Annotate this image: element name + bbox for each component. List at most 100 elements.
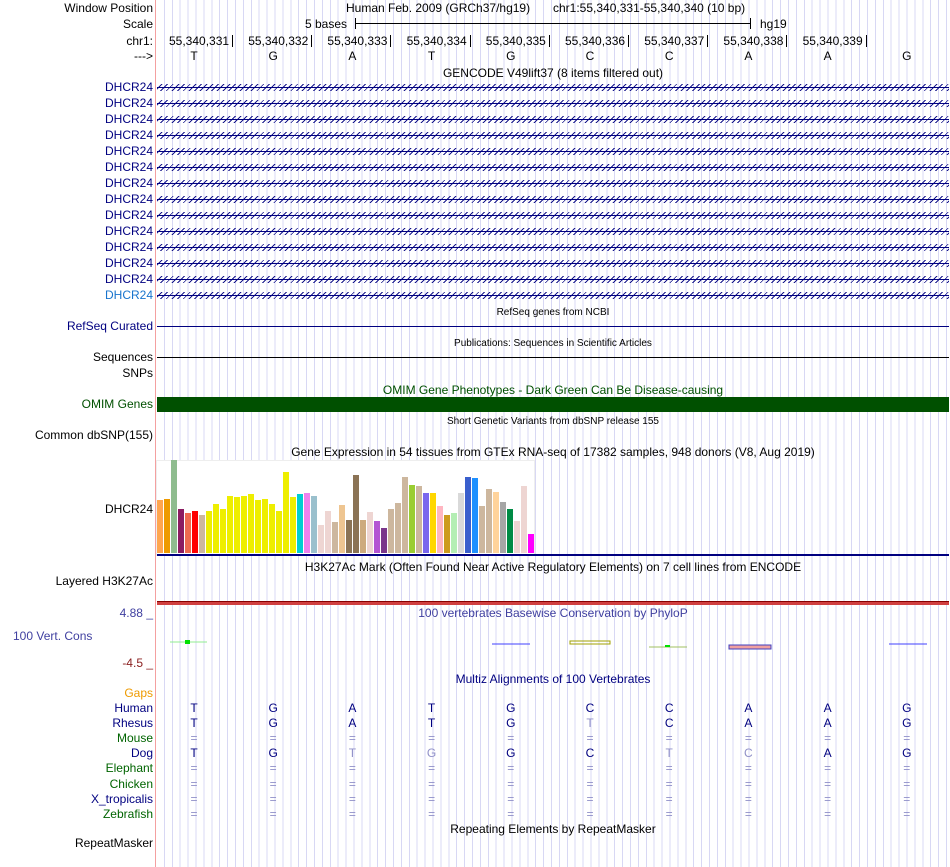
gtex-bar[interactable] bbox=[248, 494, 254, 553]
gene-strand-arrows[interactable] bbox=[157, 276, 949, 283]
gtex-bar[interactable] bbox=[514, 521, 520, 553]
gtex-bar[interactable] bbox=[458, 493, 464, 553]
gene-label[interactable]: DHCR24 bbox=[104, 80, 153, 94]
gene-strand-arrows[interactable] bbox=[157, 244, 949, 251]
gene-strand-arrows[interactable] bbox=[157, 180, 949, 187]
gtex-bar[interactable] bbox=[241, 496, 247, 553]
gtex-bar[interactable] bbox=[521, 486, 527, 553]
species-label-human[interactable]: Human bbox=[114, 701, 153, 715]
gene-strand-arrows[interactable] bbox=[157, 132, 949, 139]
gtex-bar[interactable] bbox=[381, 528, 387, 553]
gtex-label[interactable]: DHCR24 bbox=[104, 502, 153, 516]
snps-label[interactable]: SNPs bbox=[122, 366, 153, 380]
gtex-bar[interactable] bbox=[395, 503, 401, 553]
gene-label[interactable]: DHCR24 bbox=[104, 128, 153, 142]
gaps-label[interactable]: Gaps bbox=[124, 686, 153, 700]
gtex-bar[interactable] bbox=[346, 520, 352, 553]
gtex-bar[interactable] bbox=[423, 493, 429, 553]
gene-label[interactable]: DHCR24 bbox=[104, 240, 153, 254]
species-label-x_tropicalis[interactable]: X_tropicalis bbox=[90, 791, 153, 806]
gtex-bar[interactable] bbox=[171, 460, 177, 553]
gene-label[interactable]: DHCR24 bbox=[104, 272, 153, 286]
gtex-bar[interactable] bbox=[283, 472, 289, 553]
gene-strand-arrows[interactable] bbox=[157, 164, 949, 171]
gtex-bar[interactable] bbox=[444, 515, 450, 553]
gtex-bar[interactable] bbox=[178, 509, 184, 553]
gene-strand-arrows[interactable] bbox=[157, 84, 949, 91]
dbsnp-label[interactable]: Common dbSNP(155) bbox=[34, 428, 153, 442]
gtex-bar[interactable] bbox=[227, 496, 233, 553]
gtex-bar[interactable] bbox=[472, 478, 478, 553]
gtex-bar[interactable] bbox=[402, 477, 408, 553]
gtex-bar[interactable] bbox=[479, 506, 485, 553]
gtex-bar[interactable] bbox=[416, 486, 422, 553]
gtex-bar[interactable] bbox=[269, 504, 275, 553]
gtex-bar[interactable] bbox=[451, 513, 457, 553]
gtex-bar[interactable] bbox=[199, 515, 205, 553]
gtex-bar[interactable] bbox=[360, 520, 366, 553]
pubs-line[interactable] bbox=[157, 357, 949, 358]
gene-label[interactable]: DHCR24 bbox=[104, 144, 153, 158]
gene-label[interactable]: DHCR24 bbox=[104, 160, 153, 174]
gene-strand-arrows[interactable] bbox=[157, 228, 949, 235]
h3k27ac-line[interactable] bbox=[157, 601, 949, 605]
gtex-bar[interactable] bbox=[164, 499, 170, 553]
gtex-bar[interactable] bbox=[297, 494, 303, 553]
gene-strand-arrows[interactable] bbox=[157, 292, 949, 299]
repeatmasker-label[interactable]: RepeatMasker bbox=[74, 836, 153, 850]
gtex-bar[interactable] bbox=[339, 505, 345, 553]
omim-bar[interactable] bbox=[157, 397, 949, 412]
gtex-bar[interactable] bbox=[374, 521, 380, 553]
gtex-bar[interactable] bbox=[234, 497, 240, 553]
gtex-bar[interactable] bbox=[409, 485, 415, 553]
phylop-label[interactable]: 100 Vert. Cons bbox=[13, 629, 93, 643]
refseq-line[interactable] bbox=[157, 326, 949, 327]
gtex-bar[interactable] bbox=[332, 522, 338, 553]
gene-label[interactable]: DHCR24 bbox=[104, 256, 153, 270]
gtex-bar[interactable] bbox=[388, 509, 394, 553]
refseq-label[interactable]: RefSeq Curated bbox=[66, 319, 153, 333]
gtex-bar[interactable] bbox=[325, 511, 331, 553]
gtex-bar[interactable] bbox=[304, 493, 310, 553]
omim-label[interactable]: OMIM Genes bbox=[81, 397, 153, 411]
gtex-bar[interactable] bbox=[220, 509, 226, 553]
gtex-bar[interactable] bbox=[367, 512, 373, 553]
gtex-bar[interactable] bbox=[262, 499, 268, 553]
gene-strand-arrows[interactable] bbox=[157, 260, 949, 267]
gene-strand-arrows[interactable] bbox=[157, 100, 949, 107]
gene-strand-arrows[interactable] bbox=[157, 148, 949, 155]
gtex-bar[interactable] bbox=[255, 500, 261, 553]
gtex-bar[interactable] bbox=[276, 511, 282, 553]
gtex-bar[interactable] bbox=[507, 509, 513, 553]
gtex-bar[interactable] bbox=[465, 477, 471, 553]
gtex-bar[interactable] bbox=[493, 492, 499, 553]
gene-label[interactable]: DHCR24 bbox=[104, 112, 153, 126]
gene-strand-arrows[interactable] bbox=[157, 116, 949, 123]
species-label-mouse[interactable]: Mouse bbox=[116, 731, 153, 746]
gtex-bar[interactable] bbox=[486, 489, 492, 553]
gtex-bar[interactable] bbox=[157, 500, 163, 553]
phylop-plot[interactable] bbox=[157, 630, 949, 660]
gene-label[interactable]: DHCR24 bbox=[104, 192, 153, 206]
gene-strand-arrows[interactable] bbox=[157, 196, 949, 203]
gtex-bar[interactable] bbox=[206, 511, 212, 553]
gtex-bar[interactable] bbox=[353, 475, 359, 553]
gene-label[interactable]: DHCR24 bbox=[104, 176, 153, 190]
species-label-zebrafish[interactable]: Zebrafish bbox=[102, 806, 153, 821]
gtex-bar[interactable] bbox=[528, 534, 534, 553]
h3k27ac-label[interactable]: Layered H3K27Ac bbox=[55, 574, 153, 588]
species-label-chicken[interactable]: Chicken bbox=[109, 776, 153, 791]
gene-label[interactable]: DHCR24 bbox=[104, 224, 153, 238]
gtex-bar[interactable] bbox=[437, 506, 443, 553]
gtex-bar[interactable] bbox=[290, 497, 296, 553]
pubs-label[interactable]: Sequences bbox=[92, 350, 153, 364]
gtex-bar[interactable] bbox=[213, 504, 219, 553]
gtex-bar[interactable] bbox=[500, 502, 506, 553]
species-label-elephant[interactable]: Elephant bbox=[105, 761, 153, 776]
gene-label[interactable]: DHCR24 bbox=[104, 208, 153, 222]
gtex-bar[interactable] bbox=[311, 496, 317, 553]
gtex-bar[interactable] bbox=[192, 511, 198, 553]
species-label-dog[interactable]: Dog bbox=[130, 746, 153, 761]
species-label-rhesus[interactable]: Rhesus bbox=[112, 716, 153, 731]
